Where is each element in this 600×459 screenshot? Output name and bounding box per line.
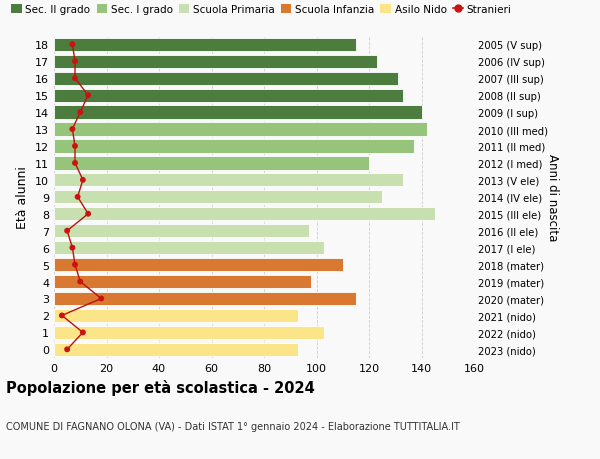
Point	[76, 109, 85, 117]
Point	[76, 278, 85, 285]
Point	[68, 41, 77, 49]
Bar	[54, 292, 356, 305]
Bar	[54, 174, 403, 187]
Bar	[54, 207, 434, 221]
Point	[97, 295, 106, 302]
Point	[78, 329, 88, 336]
Legend: Sec. II grado, Sec. I grado, Scuola Primaria, Scuola Infanzia, Asilo Nido, Stran: Sec. II grado, Sec. I grado, Scuola Prim…	[11, 5, 512, 15]
Bar	[54, 191, 382, 204]
Point	[83, 92, 93, 100]
Bar	[54, 157, 369, 170]
Point	[68, 126, 77, 134]
Point	[70, 261, 80, 269]
Bar	[54, 326, 325, 339]
Point	[70, 75, 80, 83]
Bar	[54, 90, 403, 102]
Point	[83, 211, 93, 218]
Point	[62, 228, 72, 235]
Point	[70, 143, 80, 150]
Bar	[54, 39, 356, 52]
Bar	[54, 343, 298, 356]
Y-axis label: Età alunni: Età alunni	[16, 166, 29, 229]
Text: Popolazione per età scolastica - 2024: Popolazione per età scolastica - 2024	[6, 380, 315, 396]
Bar	[54, 56, 377, 69]
Bar	[54, 140, 413, 153]
Text: COMUNE DI FAGNANO OLONA (VA) - Dati ISTAT 1° gennaio 2024 - Elaborazione TUTTITA: COMUNE DI FAGNANO OLONA (VA) - Dati ISTA…	[6, 421, 460, 431]
Bar	[54, 106, 421, 119]
Bar	[54, 241, 325, 255]
Bar	[54, 275, 311, 289]
Bar	[54, 123, 427, 136]
Bar	[54, 309, 298, 322]
Point	[57, 312, 67, 319]
Bar	[54, 73, 398, 85]
Point	[68, 245, 77, 252]
Point	[78, 177, 88, 184]
Point	[70, 58, 80, 66]
Y-axis label: Anni di nascita: Anni di nascita	[546, 154, 559, 241]
Point	[62, 346, 72, 353]
Point	[70, 160, 80, 167]
Bar	[54, 258, 343, 272]
Point	[73, 194, 82, 201]
Bar	[54, 224, 308, 238]
